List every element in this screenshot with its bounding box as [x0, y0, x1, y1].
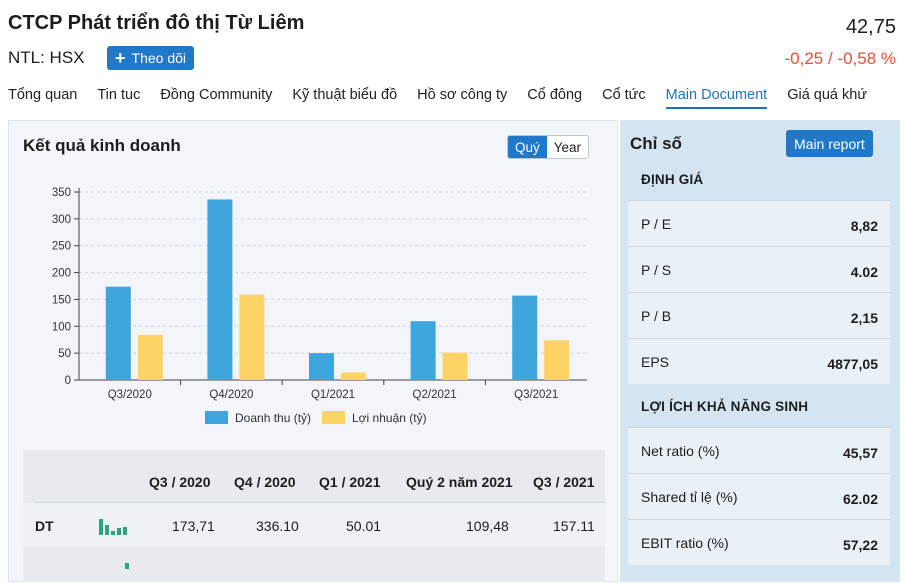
tab-overview[interactable]: Tổng quan	[8, 87, 78, 103]
metric-row: EBIT ratio (%) 57,22	[628, 519, 890, 565]
company-name: CTCP Phát triển đô thị Từ Liêm	[8, 12, 305, 34]
metric-label: P / B	[641, 308, 672, 324]
sparkline-icon	[99, 519, 127, 535]
column-header: Quý 2 năm 2021	[406, 474, 513, 490]
column-header: Q3 / 2021	[533, 474, 595, 490]
y-tick-label: 100	[52, 321, 71, 333]
stock-header: CTCP Phát triển đô thị Từ Liêm 42,75 NTL…	[0, 0, 908, 115]
bar-profit	[341, 372, 366, 380]
business-results-title: Kết quả kinh doanh	[23, 136, 181, 155]
table-cell: 336.10	[256, 518, 299, 534]
follow-label: Theo dõi	[131, 50, 186, 66]
tab-main-document[interactable]: Main Document	[665, 87, 768, 109]
metric-label: Net ratio (%)	[641, 443, 720, 459]
metric-row: EPS 4877,05	[628, 338, 890, 384]
bar-revenue	[105, 286, 131, 380]
y-tick-label: 150	[52, 294, 71, 306]
metric-label: P / S	[641, 262, 672, 278]
tab-community[interactable]: Đồng Community	[160, 87, 273, 103]
bar-revenue	[207, 199, 233, 380]
x-tick-label: Q3/2020	[108, 389, 152, 401]
row-divider	[35, 502, 605, 503]
metric-value: 45,57	[842, 445, 878, 461]
metric-value: 4877,05	[827, 356, 878, 372]
x-tick-label: Q4/2020	[209, 389, 253, 401]
table-row: DT 173,71 336.10 50.01 109,48 157.11	[23, 503, 605, 547]
bar-profit	[442, 352, 468, 380]
row-label: DT	[35, 518, 54, 534]
metric-label: Shared tỉ lệ (%)	[641, 489, 738, 505]
tab-bar: Tổng quan Tin tuc Đồng Community Kỹ thuậ…	[8, 87, 887, 109]
column-header: Q3 / 2020	[149, 474, 211, 490]
column-header: Q1 / 2021	[319, 474, 381, 490]
tab-shareholders[interactable]: Cổ đông	[527, 87, 583, 103]
table-cell: 50.01	[346, 518, 382, 534]
results-table: Q3 / 2020 Q4 / 2020 Q1 / 2021 Quý 2 năm …	[23, 450, 605, 582]
follow-button[interactable]: + Theo dõi	[107, 46, 194, 70]
bar-profit	[544, 340, 570, 380]
table-cell: 157.11	[553, 518, 595, 534]
x-tick-label: Q1/2021	[311, 389, 355, 401]
table-cell: 109,48	[466, 518, 509, 534]
metric-label: P / E	[641, 216, 672, 232]
metric-row: P / E 8,82	[628, 200, 890, 246]
legend-swatch	[205, 411, 228, 424]
price-change: -0,25 / -0,58 %	[784, 49, 896, 68]
metric-row: P / B 2,15	[628, 292, 890, 338]
tab-company-profile[interactable]: Hồ sơ công ty	[417, 87, 508, 103]
y-tick-label: 50	[58, 348, 71, 360]
plus-icon: +	[115, 48, 126, 68]
y-tick-label: 200	[52, 268, 71, 280]
period-toggle: Quý Year	[507, 135, 590, 159]
indices-panel: Chỉ số Main report ĐỊNH GIÁ P / E 8,82 P…	[620, 120, 900, 582]
metric-value: 4.02	[850, 264, 878, 280]
legend-swatch	[322, 411, 345, 424]
x-tick-label: Q2/2021	[413, 389, 457, 401]
tab-technical-chart[interactable]: Kỹ thuật biểu đồ	[292, 87, 398, 103]
metric-value: 62.02	[842, 491, 878, 507]
metric-row: Shared tỉ lệ (%) 62.02	[628, 473, 890, 519]
bar-revenue	[410, 321, 436, 380]
bar-revenue	[512, 295, 538, 380]
y-tick-label: 350	[52, 187, 71, 199]
indices-title: Chỉ số	[630, 134, 682, 153]
y-tick-label: 300	[52, 214, 71, 226]
metric-value: 57,22	[842, 537, 878, 553]
metric-label: EPS	[641, 354, 670, 370]
table-header: Q3 / 2020 Q4 / 2020 Q1 / 2021 Quý 2 năm …	[23, 450, 605, 502]
tab-dividends[interactable]: Cổ tức	[602, 87, 646, 103]
toggle-quarter[interactable]: Quý	[508, 136, 547, 158]
y-tick-label: 250	[52, 241, 71, 253]
main-report-button[interactable]: Main report	[786, 130, 873, 157]
y-tick-label: 0	[65, 375, 71, 387]
metric-row: Net ratio (%) 45,57	[628, 427, 890, 473]
column-header: Q4 / 2020	[234, 474, 296, 490]
business-results-panel: Kết quả kinh doanh Quý Year 0 50 100 150 200…	[8, 120, 618, 582]
tab-news[interactable]: Tin tuc	[97, 87, 141, 103]
metric-value: 8,82	[850, 218, 878, 234]
sparkline-icon	[125, 563, 129, 569]
metric-label: EBIT ratio (%)	[641, 535, 729, 551]
x-tick-label: Q3/2021	[514, 389, 558, 401]
table-cell: 173,71	[172, 518, 215, 534]
toggle-year[interactable]: Year	[546, 136, 589, 158]
bar-revenue	[309, 353, 334, 380]
profitability-heading: LỢI ÍCH KHẢ NĂNG SINH	[641, 399, 809, 414]
ticker-symbol: NTL: HSX	[8, 48, 85, 67]
business-results-chart: 0 50 100 150 200 250 300 350 Q3/2020 Q4/2020 Q1/20…	[52, 187, 587, 425]
legend-label: Doanh thu (tỷ)	[235, 411, 311, 425]
current-price: 42,75	[845, 16, 896, 38]
valuation-heading: ĐỊNH GIÁ	[641, 172, 704, 187]
bar-profit	[239, 294, 265, 380]
metric-value: 2,15	[850, 310, 878, 326]
tab-price-history[interactable]: Giá quá khứ	[787, 87, 868, 103]
legend-label: Lợi nhuận (tỷ)	[352, 411, 427, 425]
bar-profit	[137, 334, 163, 380]
metric-row: P / S 4.02	[628, 246, 890, 292]
